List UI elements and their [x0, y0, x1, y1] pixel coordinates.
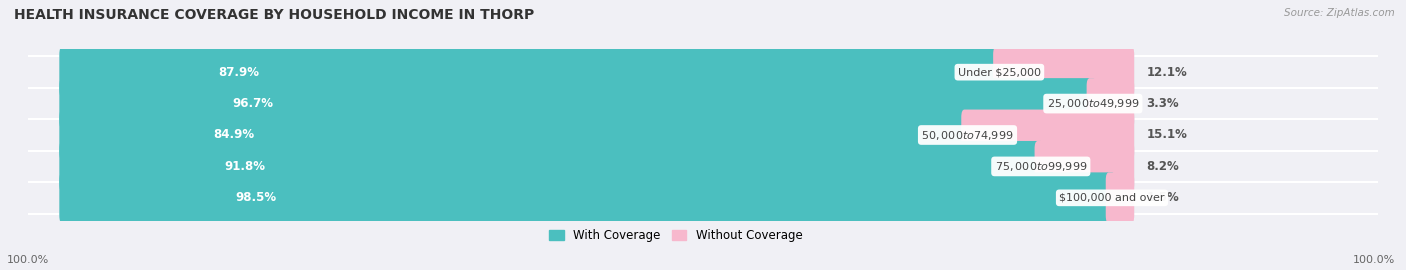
Text: 8.2%: 8.2%: [1147, 160, 1180, 173]
Legend: With Coverage, Without Coverage: With Coverage, Without Coverage: [544, 224, 807, 247]
FancyBboxPatch shape: [962, 110, 1135, 160]
Text: 1.5%: 1.5%: [1147, 191, 1180, 204]
FancyBboxPatch shape: [1105, 172, 1135, 223]
Text: $75,000 to $99,999: $75,000 to $99,999: [994, 160, 1087, 173]
Text: 3.3%: 3.3%: [1147, 97, 1180, 110]
Text: Under $25,000: Under $25,000: [957, 67, 1040, 77]
FancyBboxPatch shape: [1087, 78, 1135, 129]
FancyBboxPatch shape: [59, 172, 1135, 223]
Text: 98.5%: 98.5%: [235, 191, 276, 204]
FancyBboxPatch shape: [59, 141, 1043, 192]
FancyBboxPatch shape: [59, 47, 1135, 98]
Text: 87.9%: 87.9%: [218, 66, 259, 79]
FancyBboxPatch shape: [59, 110, 970, 160]
Text: HEALTH INSURANCE COVERAGE BY HOUSEHOLD INCOME IN THORP: HEALTH INSURANCE COVERAGE BY HOUSEHOLD I…: [14, 8, 534, 22]
FancyBboxPatch shape: [59, 110, 1135, 160]
FancyBboxPatch shape: [59, 47, 1002, 98]
Text: $50,000 to $74,999: $50,000 to $74,999: [921, 129, 1014, 141]
Text: $25,000 to $49,999: $25,000 to $49,999: [1046, 97, 1139, 110]
FancyBboxPatch shape: [59, 78, 1097, 129]
Text: Source: ZipAtlas.com: Source: ZipAtlas.com: [1284, 8, 1395, 18]
Text: 100.0%: 100.0%: [1353, 255, 1395, 265]
FancyBboxPatch shape: [993, 47, 1135, 98]
Text: 12.1%: 12.1%: [1147, 66, 1188, 79]
Text: $100,000 and over: $100,000 and over: [1059, 193, 1164, 203]
Text: 96.7%: 96.7%: [232, 97, 273, 110]
Text: 91.8%: 91.8%: [225, 160, 266, 173]
FancyBboxPatch shape: [1035, 141, 1135, 192]
FancyBboxPatch shape: [59, 172, 1115, 223]
Text: 84.9%: 84.9%: [214, 129, 254, 141]
FancyBboxPatch shape: [59, 141, 1135, 192]
Text: 15.1%: 15.1%: [1147, 129, 1188, 141]
FancyBboxPatch shape: [59, 78, 1135, 129]
Text: 100.0%: 100.0%: [7, 255, 49, 265]
